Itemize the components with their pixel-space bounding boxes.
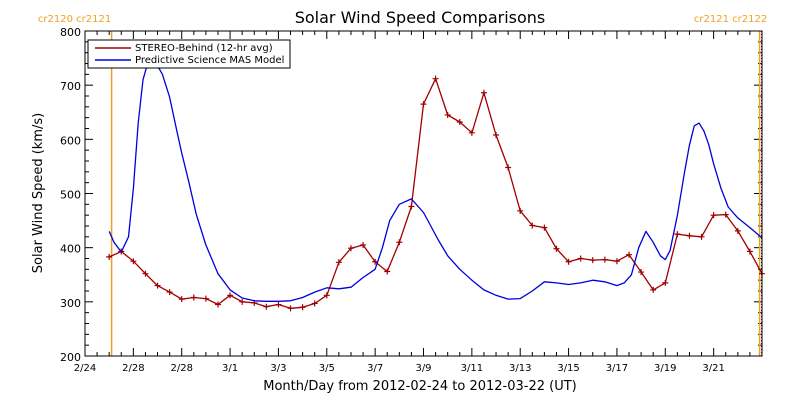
series-point-stereo xyxy=(335,259,342,266)
legend-box xyxy=(87,39,291,69)
series-point-stereo xyxy=(734,227,741,234)
series-point-stereo xyxy=(626,251,633,258)
series-point-stereo xyxy=(746,248,753,255)
legend-label-mas: Predictive Science MAS Model xyxy=(135,55,284,66)
series-point-stereo xyxy=(214,301,221,308)
x-tick-label: 3/1 xyxy=(222,363,238,374)
series-point-stereo xyxy=(420,101,427,108)
series-point-stereo xyxy=(227,292,234,299)
y-tick-label: 600 xyxy=(60,134,81,147)
series-point-stereo xyxy=(493,132,500,138)
series-point-stereo xyxy=(239,298,246,305)
series-point-stereo xyxy=(106,253,113,260)
series-point-stereo xyxy=(468,129,475,136)
x-tick-label: 3/3 xyxy=(270,363,286,374)
series-point-stereo xyxy=(130,258,137,265)
series-point-stereo xyxy=(505,164,512,171)
x-tick-label: 3/17 xyxy=(606,363,628,374)
series-point-stereo xyxy=(517,207,524,214)
x-tick-label: 3/5 xyxy=(319,363,335,374)
series-point-stereo xyxy=(202,295,209,302)
x-tick-label: 3/13 xyxy=(509,363,531,374)
series-point-stereo xyxy=(142,270,149,277)
series-point-stereo xyxy=(347,245,354,252)
series-point-stereo xyxy=(360,241,367,248)
y-tick-label: 700 xyxy=(60,80,81,93)
series-point-stereo xyxy=(577,255,584,262)
chart-title: Solar Wind Speed Comparisons xyxy=(295,8,546,27)
series-point-stereo xyxy=(408,203,415,210)
series-line-mas xyxy=(108,60,763,302)
series-point-stereo xyxy=(589,257,596,264)
x-tick-label: 3/11 xyxy=(461,363,483,374)
y-tick-label: 400 xyxy=(60,243,81,256)
plot-frame xyxy=(84,30,763,357)
series-point-stereo xyxy=(698,233,705,240)
x-tick-label: 3/9 xyxy=(415,363,431,374)
x-axis-label: Month/Day from 2012-02-24 to 2012-03-22 … xyxy=(263,379,576,394)
series-point-stereo xyxy=(323,292,330,299)
series-point-stereo xyxy=(674,231,681,238)
series-point-stereo xyxy=(384,268,391,275)
series-point-stereo xyxy=(541,224,548,231)
x-tick-label: 2/28 xyxy=(122,363,144,374)
series-point-stereo xyxy=(722,211,729,218)
series-point-stereo xyxy=(601,256,608,263)
y-tick-label: 300 xyxy=(60,297,81,310)
series-point-stereo xyxy=(432,75,439,82)
y-tick-label: 500 xyxy=(60,189,81,202)
x-tick-label: 2/28 xyxy=(170,363,192,374)
series-point-stereo xyxy=(456,119,463,125)
series-point-stereo xyxy=(650,286,657,293)
x-tick-label: 2/24 xyxy=(74,363,96,374)
series-point-stereo xyxy=(565,258,572,265)
series-point-stereo xyxy=(154,282,161,289)
series-point-stereo xyxy=(444,111,451,118)
series-point-stereo xyxy=(662,279,669,286)
y-axis-label: Solar Wind Speed (km/s) xyxy=(31,113,46,273)
series-point-stereo xyxy=(178,296,185,303)
series-point-stereo xyxy=(638,269,645,276)
series-point-stereo xyxy=(710,212,717,219)
series-point-stereo xyxy=(190,294,197,301)
x-tick-label: 3/7 xyxy=(367,363,383,374)
x-tick-label: 3/15 xyxy=(557,363,579,374)
series-point-stereo xyxy=(299,304,306,311)
series-point-stereo xyxy=(311,300,318,307)
series-point-stereo xyxy=(263,303,270,310)
series-point-stereo xyxy=(275,301,282,308)
series-point-stereo xyxy=(480,89,487,96)
y-tick-label: 200 xyxy=(60,351,81,364)
series-point-stereo xyxy=(529,222,536,229)
carrington-marker-label: cr2121 cr2122 xyxy=(694,14,767,25)
plot-layer xyxy=(84,30,765,357)
series-point-stereo xyxy=(287,305,294,312)
series-point-stereo xyxy=(553,245,560,252)
series-point-stereo xyxy=(396,239,403,246)
series-point-stereo xyxy=(166,289,173,296)
legend: STEREO-Behind (12-hr avg) Predictive Sci… xyxy=(87,39,291,69)
series-point-stereo xyxy=(613,258,620,265)
legend-label-stereo: STEREO-Behind (12-hr avg) xyxy=(135,43,273,54)
x-tick-label: 3/19 xyxy=(654,363,676,374)
series-point-stereo xyxy=(686,232,693,239)
x-tick-label: 3/21 xyxy=(702,363,724,374)
carrington-marker-label: cr2120 cr2121 xyxy=(38,14,111,25)
y-tick-label: 800 xyxy=(60,26,81,39)
